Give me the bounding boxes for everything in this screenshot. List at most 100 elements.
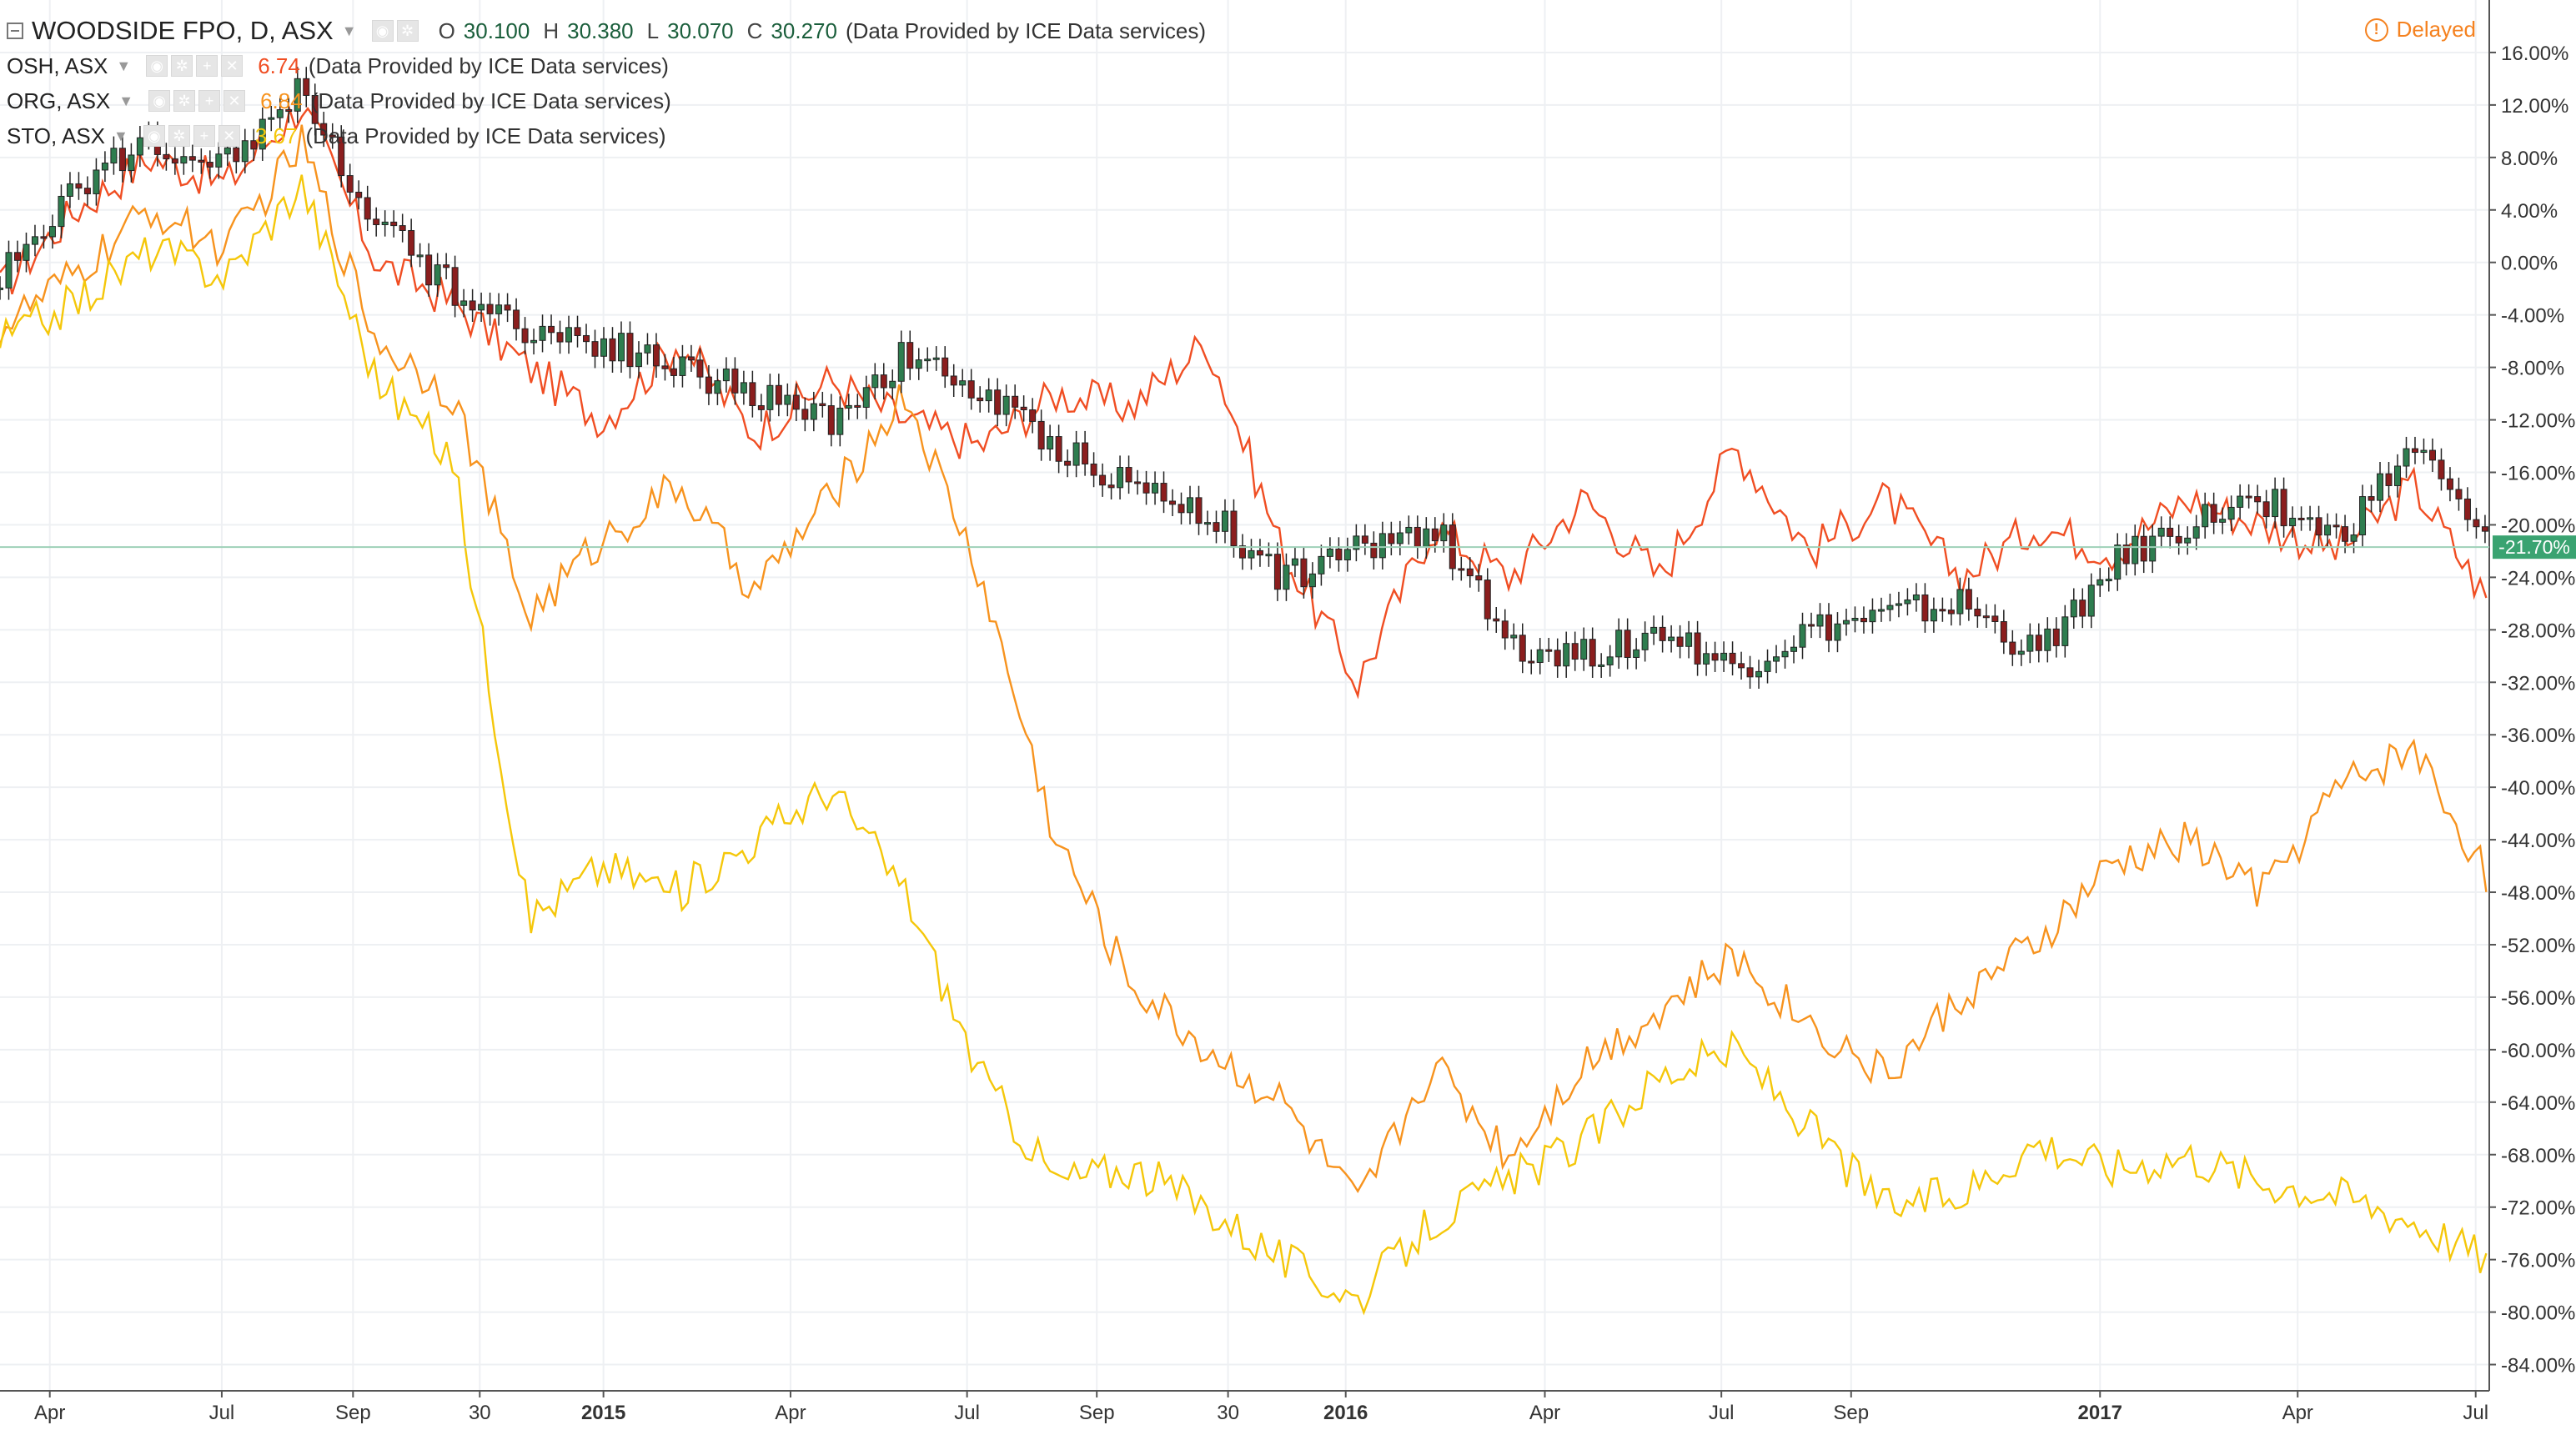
x-tick-label: 2016 [1323,1402,1368,1424]
candle-body [714,380,721,394]
candle-body [2017,650,2025,655]
candle-body [276,109,284,118]
candle-body [644,344,651,354]
gear-icon[interactable]: ✲ [173,90,196,112]
chevron-down-icon[interactable]: ▼ [113,128,128,144]
plus-icon[interactable]: + [196,55,218,77]
candle-body [0,287,3,290]
eye-icon[interactable]: ◉ [143,125,165,147]
candle-body [2411,448,2418,454]
candle-body [416,254,424,258]
candle-body [1685,632,1693,647]
close-label: C [746,18,763,43]
candle-body [128,154,135,172]
candle-body [1615,630,1623,658]
y-tick-label: 8.00% [2501,148,2558,170]
candle-body [425,254,433,286]
compare-symbol[interactable]: OSH, ASX [7,53,108,78]
candle-body [2000,621,2007,643]
candle-body [1361,535,1368,544]
candle-body [810,403,817,420]
candle-body [1991,615,1999,622]
close-icon[interactable]: ✕ [223,90,246,112]
candle-body [434,264,441,286]
candle-body [1388,533,1395,544]
candle-body [2140,535,2147,562]
candle-body [1982,615,1990,619]
chevron-down-icon[interactable]: ▼ [341,23,357,39]
candle-body [58,195,65,228]
eye-icon[interactable]: ◉ [371,20,394,42]
open-label: O [438,18,455,43]
last-price-badge [2493,535,2576,559]
candle-body [591,341,599,357]
candle-body [1029,409,1037,422]
candle-body [83,188,91,194]
y-tick-label: -12.00% [2501,410,2575,433]
candle-body [1580,639,1588,660]
candle-body [1738,663,1745,669]
candle-body [2403,448,2410,467]
main-series-row: WOODSIDE FPO, D, ASX ▼ ◉ ✲ O 30.100 H 30… [7,13,1206,48]
candle-body [2455,489,2463,499]
gear-icon[interactable]: ✲ [168,125,190,147]
collapse-icon[interactable] [7,23,23,39]
candle-body [2175,535,2182,544]
candle-body [1318,555,1325,575]
gear-icon[interactable]: ✲ [396,20,419,42]
candle-body [985,389,992,402]
candle-body [495,304,503,314]
candle-body [1895,603,1902,606]
candle-body [250,140,258,150]
candle-body [1589,639,1596,667]
candle-body [827,405,835,435]
candle-body [565,327,573,343]
main-series-title[interactable]: WOODSIDE FPO, D, ASX [32,16,334,45]
candle-body [478,304,485,311]
candle-body [1458,568,1465,571]
candle-body [2026,635,2034,652]
y-tick-label: -4.00% [2501,305,2564,328]
candle-body [1860,617,1867,623]
compare-symbol[interactable]: STO, ASX [7,123,106,148]
eye-icon[interactable]: ◉ [146,55,168,77]
candle-body [862,387,870,408]
eye-icon[interactable]: ◉ [148,90,171,112]
candle-body [66,183,73,197]
series-line-sto [0,174,2488,1316]
candle-body [679,356,686,376]
candle-body [1711,653,1719,661]
candle-body [1265,554,1273,557]
y-tick-label: -24.00% [2501,567,2575,590]
candle-body [329,134,336,138]
candle-body [504,304,511,311]
candle-body [2184,537,2192,544]
gear-icon[interactable]: ✲ [171,55,193,77]
low-value: 30.070 [667,18,734,43]
y-tick-label: -40.00% [2501,777,2575,800]
plus-icon[interactable]: + [193,125,215,147]
candle-body [1510,635,1518,639]
x-tick-label: Apr [1529,1402,1560,1424]
candle-body [2438,459,2445,479]
y-tick-label: -76.00% [2501,1250,2575,1272]
close-icon[interactable]: ✕ [221,55,244,77]
chevron-down-icon[interactable]: ▼ [118,93,134,109]
candle-body [1047,436,1054,450]
high-value: 30.380 [567,18,634,43]
candle-body [1799,624,1806,648]
candle-body [1090,463,1097,476]
y-tick-label: 4.00% [2501,200,2558,223]
candle-body [2167,527,2174,537]
chevron-down-icon[interactable]: ▼ [116,58,132,74]
candle-body [967,380,975,399]
plus-icon[interactable]: + [198,90,221,112]
compare-symbol[interactable]: ORG, ASX [7,88,111,113]
compare-row-org: ORG, ASX ▼ ◉ ✲ + ✕ 6.84 (Data Provided b… [7,83,1206,118]
y-tick-label: -32.00% [2501,672,2575,695]
close-icon[interactable]: ✕ [218,125,240,147]
candle-body [1055,436,1062,462]
delayed-indicator[interactable]: ! Delayed [2364,17,2476,43]
